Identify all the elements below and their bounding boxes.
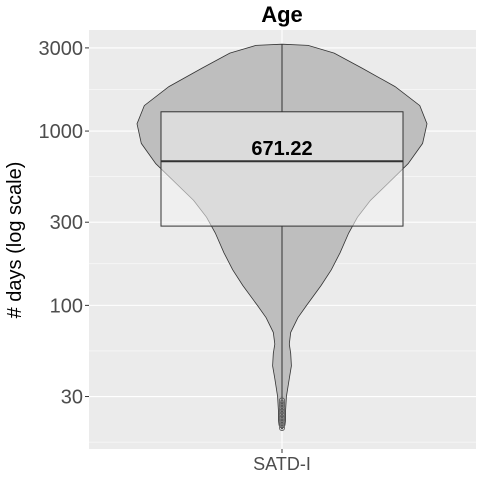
- chart-title: Age: [261, 2, 303, 27]
- x-tick-label: SATD-I: [253, 454, 311, 474]
- y-axis-label: # days (log scale): [4, 162, 26, 319]
- y-tick-label: 30: [61, 387, 83, 409]
- outlier-point: [278, 408, 285, 415]
- iqr-box: [160, 111, 404, 227]
- outlier-point: [278, 397, 285, 404]
- outlier-point: [278, 405, 285, 412]
- y-tick-label: 100: [50, 295, 83, 317]
- y-tick-label: 3000: [39, 38, 84, 60]
- axes: 30 100 300 1000 3000 SATD-I: [39, 38, 311, 474]
- outlier-point: [278, 400, 285, 407]
- y-tick-label: 1000: [39, 121, 84, 143]
- outlier-points: [278, 397, 285, 431]
- outlier-point: [278, 417, 285, 424]
- y-tick-label: 300: [50, 212, 83, 234]
- median-value-label: 671.22: [251, 138, 312, 160]
- boxplot: 671.22: [160, 44, 404, 430]
- outlier-point: [278, 414, 285, 421]
